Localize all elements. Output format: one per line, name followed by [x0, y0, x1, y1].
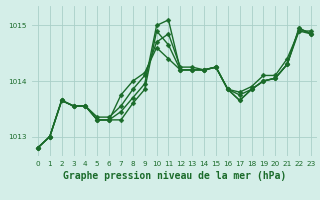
X-axis label: Graphe pression niveau de la mer (hPa): Graphe pression niveau de la mer (hPa) [63, 171, 286, 181]
